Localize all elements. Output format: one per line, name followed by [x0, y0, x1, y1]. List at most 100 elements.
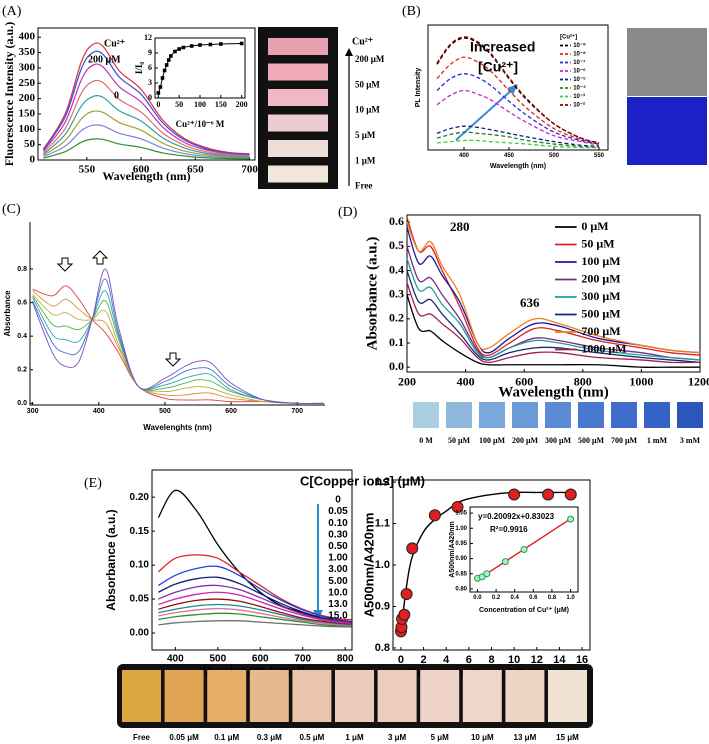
- series-line: [42, 63, 250, 156]
- y-tick-label: 0.2: [389, 311, 404, 325]
- x-axis-label: Cu²⁺/10⁻⁶ M: [176, 119, 225, 129]
- series-line: [43, 138, 250, 160]
- y-tick-label: 250: [19, 77, 36, 89]
- series-line: [42, 42, 250, 155]
- series-line: [32, 293, 324, 404]
- series-line: [32, 268, 324, 405]
- axes-frame: [154, 37, 246, 99]
- x-tick-label: 100: [194, 100, 206, 109]
- axis-line: [29, 222, 325, 406]
- y-tick-label: 1.00: [455, 526, 467, 532]
- swatch-label: 100 μM: [479, 436, 506, 445]
- swatch: [335, 670, 374, 722]
- axes-frame: [392, 479, 591, 651]
- swatch: [611, 402, 637, 428]
- annotation: 636: [520, 295, 540, 310]
- y-tick-label: 200: [19, 92, 36, 104]
- y-tick-label: 0.2: [17, 367, 27, 374]
- y-tick-label: 0.00: [130, 628, 150, 639]
- chart: 4005006007008000.000.050.100.150.20Wavel…: [84, 469, 425, 678]
- chart: 0 50 100 150 200 0 3 6 9 12 Cu²⁺/10⁻⁶ M I/I₀: [134, 33, 248, 129]
- marker: [239, 41, 244, 46]
- y-tick-label: 0.6: [389, 214, 404, 228]
- swatch: [578, 402, 604, 428]
- axes-frame: [427, 24, 609, 151]
- legend-label: 10⁻⁸: [573, 52, 586, 58]
- swatch-label: 3 μM: [388, 733, 407, 742]
- point: [520, 546, 528, 553]
- series-line: [406, 217, 701, 357]
- y-tick-label: 0.80: [455, 587, 467, 593]
- x-tick-label: 0: [156, 100, 160, 109]
- swatch: [446, 402, 472, 428]
- series-line: [406, 282, 701, 364]
- x-axis-label: Wavelength (nm): [490, 163, 546, 170]
- y-tick-label: 0.90: [455, 556, 467, 562]
- swatch: [122, 670, 161, 722]
- x-tick-label: 200: [398, 375, 416, 389]
- swatch: [377, 670, 417, 722]
- swatch: [268, 114, 328, 132]
- series-line: [43, 124, 250, 159]
- y-tick-label: 0.10: [130, 560, 150, 571]
- legend-label: 0.10: [328, 518, 348, 529]
- x-tick-label: 700: [241, 163, 258, 175]
- legend-label: 300 μM: [581, 289, 620, 303]
- x-tick-label: 550: [79, 163, 96, 175]
- arrow-head: [345, 48, 353, 56]
- arrow: [91, 250, 109, 265]
- series-line: [436, 37, 600, 144]
- swatch: [292, 670, 332, 722]
- panel-label: (A): [2, 4, 22, 19]
- swatch-label: 0.5 μM: [299, 733, 324, 742]
- swatch-label: 1 μM: [355, 155, 376, 165]
- series-line: [406, 258, 701, 361]
- series-line: [436, 139, 600, 149]
- x-tick-label: 800: [574, 375, 592, 389]
- marker: [177, 47, 181, 51]
- marker: [169, 54, 173, 58]
- x-tick-label: 0.2: [492, 595, 501, 601]
- swatch: [268, 63, 328, 81]
- legend-label: 0.05: [328, 506, 348, 517]
- x-tick-label: 500: [549, 153, 560, 159]
- x-tick-label: 0.4: [511, 595, 520, 601]
- y-tick-label: 0.6: [17, 299, 27, 306]
- swatch-label: 3 mM: [680, 436, 701, 445]
- micrograph: [627, 97, 707, 165]
- swatch: [677, 402, 703, 428]
- y-tick-label: 6: [148, 63, 152, 72]
- point: [508, 488, 521, 501]
- y-tick-label: 0.5: [389, 238, 404, 252]
- series-line: [406, 294, 700, 368]
- series-line: [157, 43, 242, 94]
- y-tick-label: 0: [148, 93, 152, 102]
- x-tick-label: 0.0: [473, 595, 482, 601]
- legend-title: C[Copper ions] (μM): [300, 473, 425, 488]
- series-line: [32, 290, 324, 405]
- annotation: 280: [450, 219, 470, 234]
- swatch-label: 50 μM: [448, 436, 471, 445]
- x-tick-label: 400: [93, 408, 105, 415]
- y-tick-label: 0.85: [455, 571, 467, 577]
- annotation: 0: [114, 90, 119, 101]
- legend-label: 10⁻⁴: [573, 86, 586, 92]
- series-line: [43, 110, 250, 159]
- swatch-label: 300 μM: [545, 436, 572, 445]
- x-tick-label: 1.0: [566, 595, 575, 601]
- x-tick-label: 700: [291, 408, 303, 415]
- marker: [166, 58, 171, 62]
- x-tick-label: 550: [594, 153, 605, 159]
- legend-label: 0.30: [328, 529, 348, 540]
- legend-label: 10⁻⁶: [573, 69, 586, 75]
- marker: [173, 49, 177, 54]
- swatch-label: 15 μM: [556, 733, 579, 742]
- swatch: [545, 402, 571, 428]
- point: [483, 570, 491, 578]
- annotation: 200 μM: [88, 54, 121, 65]
- marker: [219, 42, 223, 46]
- swatch-label: 0.05 μM: [169, 733, 199, 742]
- series-line: [406, 222, 701, 354]
- series-line: [42, 50, 250, 155]
